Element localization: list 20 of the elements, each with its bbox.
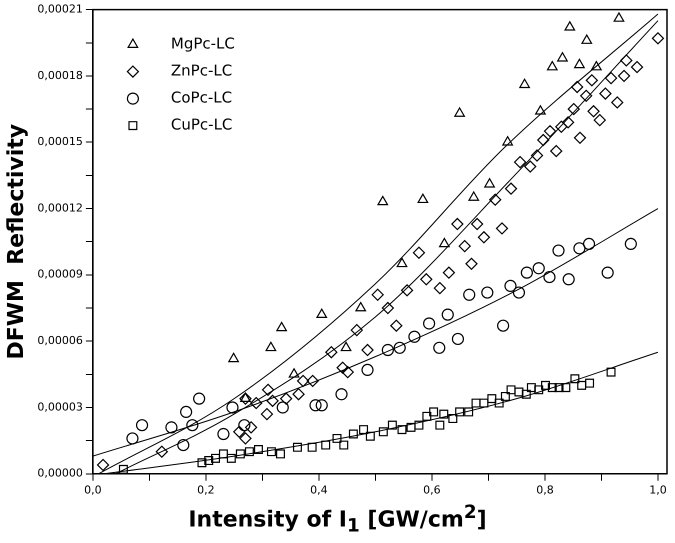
y-tick-label: 0,00000 [37,466,83,480]
legend-label: CoPc-LC [170,88,232,106]
y-tick-label: 0,00012 [37,201,83,214]
legend-label: MgPc-LC [170,34,235,52]
y-axis-title: DFWM Reflectivity [4,124,29,360]
y-tick-label: 0,00021 [37,2,83,16]
x-axis-title: Intensity of I$_{1}$ [GW/cm$^{2}$] [187,502,488,537]
y-tick-label: 0,00015 [37,135,83,148]
y-tick-label: 0,00018 [37,68,83,82]
x-tick-label: 0,2 [197,483,215,496]
x-tick-label: 1,0 [649,483,667,496]
legend-label: CuPc-LC [170,115,232,134]
x-tick-label: 0,0 [84,483,102,496]
y-tick-label: 0,00006 [37,334,83,348]
x-tick-label: 0,6 [423,483,441,496]
y-tick-label: 0,00003 [37,400,83,414]
x-tick-label: 0,8 [536,483,554,496]
legend-label: ZnPc-LC [170,61,232,80]
y-tick-label: 0,00009 [37,268,83,281]
x-tick-label: 0,4 [310,483,328,496]
